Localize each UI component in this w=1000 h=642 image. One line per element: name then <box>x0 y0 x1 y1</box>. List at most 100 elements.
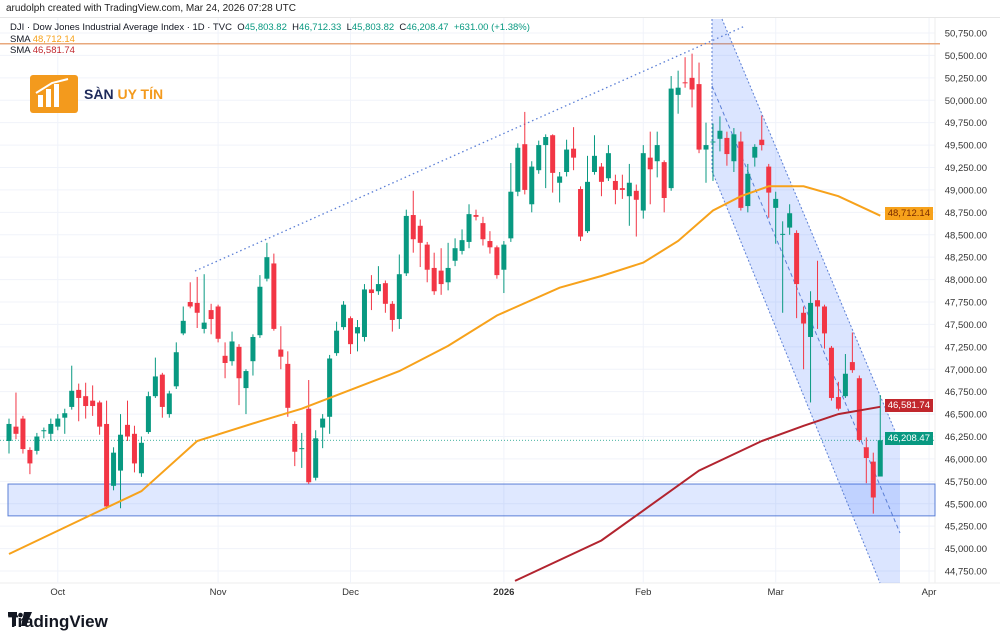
candle-body <box>585 181 591 232</box>
candle-body <box>138 442 144 474</box>
low-label: L <box>346 22 352 33</box>
candle-body <box>180 320 186 334</box>
candle-body <box>612 180 618 190</box>
candle <box>97 400 103 435</box>
sma1-label: SMA <box>10 33 31 45</box>
price-tick-label: 45,250.00 <box>945 522 987 533</box>
candle <box>578 186 584 242</box>
candle <box>605 145 611 181</box>
candle <box>494 245 500 279</box>
candle <box>529 161 535 213</box>
candle <box>76 383 82 422</box>
tradingview-logo[interactable]: TradingView <box>8 612 108 632</box>
candle-body <box>166 393 172 415</box>
candle <box>278 326 284 370</box>
candle-body <box>515 147 521 192</box>
candle <box>438 248 444 295</box>
candle <box>675 70 681 114</box>
price-chart[interactable]: 50,750.00 50,500.00 50,250.00 50,000.00 49,7… <box>0 18 1000 608</box>
time-tick-label: Apr <box>922 587 937 598</box>
candle <box>55 414 61 431</box>
candle-body <box>90 400 96 407</box>
candle <box>48 418 54 441</box>
candle <box>145 391 151 434</box>
candle-body <box>62 413 68 418</box>
candle-body <box>48 423 54 434</box>
candle-body <box>152 376 158 397</box>
candle <box>696 62 702 154</box>
price-axis: 50,750.00 50,500.00 50,250.00 50,000.00 49,7… <box>945 29 987 578</box>
candle <box>487 231 493 254</box>
candle <box>69 365 75 410</box>
candle-body <box>389 303 395 320</box>
candle <box>90 385 96 416</box>
candle-body <box>752 146 758 158</box>
low-value: 45,803.82 <box>351 22 395 33</box>
candle <box>842 354 848 398</box>
candle <box>124 400 130 441</box>
candle <box>626 163 632 226</box>
candle-body <box>745 173 751 207</box>
candle-body <box>396 274 402 320</box>
candle-body <box>626 182 632 197</box>
candle-body <box>759 139 765 146</box>
candle <box>313 430 319 481</box>
candle-body <box>111 452 117 486</box>
candle-body <box>76 389 82 398</box>
price-tick-label: 46,500.00 <box>945 410 987 421</box>
candle <box>808 291 814 403</box>
price-tick-label: 47,500.00 <box>945 320 987 331</box>
time-tick-label: Dec <box>342 587 359 598</box>
candle-body <box>243 371 249 389</box>
candle-body <box>34 436 40 451</box>
candle-body <box>257 286 263 336</box>
candle <box>773 191 779 244</box>
candle <box>431 252 437 295</box>
sma1-row[interactable]: SMA 48,712.14 <box>10 34 530 46</box>
candle-body <box>654 145 660 162</box>
candle <box>787 204 793 235</box>
channel-upper-line <box>721 18 901 444</box>
candle-body <box>619 188 625 190</box>
candle <box>236 344 242 406</box>
candle <box>668 76 674 191</box>
candle-body <box>550 135 556 173</box>
candle <box>208 303 214 335</box>
candle <box>334 321 340 356</box>
candle-body <box>271 263 277 329</box>
chart-legend: DJI · Dow Jones Industrial Average Index… <box>10 22 530 57</box>
candle <box>271 253 277 331</box>
time-tick-label: Feb <box>635 587 651 598</box>
candle-body <box>229 341 235 362</box>
candle-body <box>529 166 535 205</box>
candle-body <box>69 390 75 407</box>
candle <box>403 209 409 277</box>
candle-body <box>835 397 841 409</box>
candle-body <box>773 198 779 208</box>
chart-panel[interactable]: 50,750.00 50,500.00 50,250.00 50,000.00 49,7… <box>0 17 1000 608</box>
candle <box>801 306 807 370</box>
candle-body <box>215 306 221 339</box>
sma2-row[interactable]: SMA 46,581.74 <box>10 45 530 57</box>
candle <box>585 155 591 233</box>
candle-body <box>327 358 333 417</box>
price-tick-label: 50,750.00 <box>945 29 987 40</box>
candle <box>131 425 137 473</box>
candle <box>20 415 26 454</box>
candle <box>299 432 305 468</box>
price-tick-label: 50,000.00 <box>945 96 987 107</box>
candle <box>752 144 758 167</box>
price-tick-label: 46,000.00 <box>945 454 987 465</box>
sma2-value: 46,581.74 <box>32 45 75 56</box>
candle <box>564 139 570 177</box>
bar-chart-logo-icon <box>30 75 78 113</box>
candle-body <box>801 312 807 324</box>
candle <box>410 190 416 253</box>
candle <box>766 163 772 218</box>
candle <box>417 219 423 268</box>
price-tick-label: 49,000.00 <box>945 185 987 196</box>
candle <box>640 145 646 219</box>
candle-body <box>766 166 772 193</box>
candle-body <box>431 267 437 292</box>
candle <box>243 369 249 415</box>
